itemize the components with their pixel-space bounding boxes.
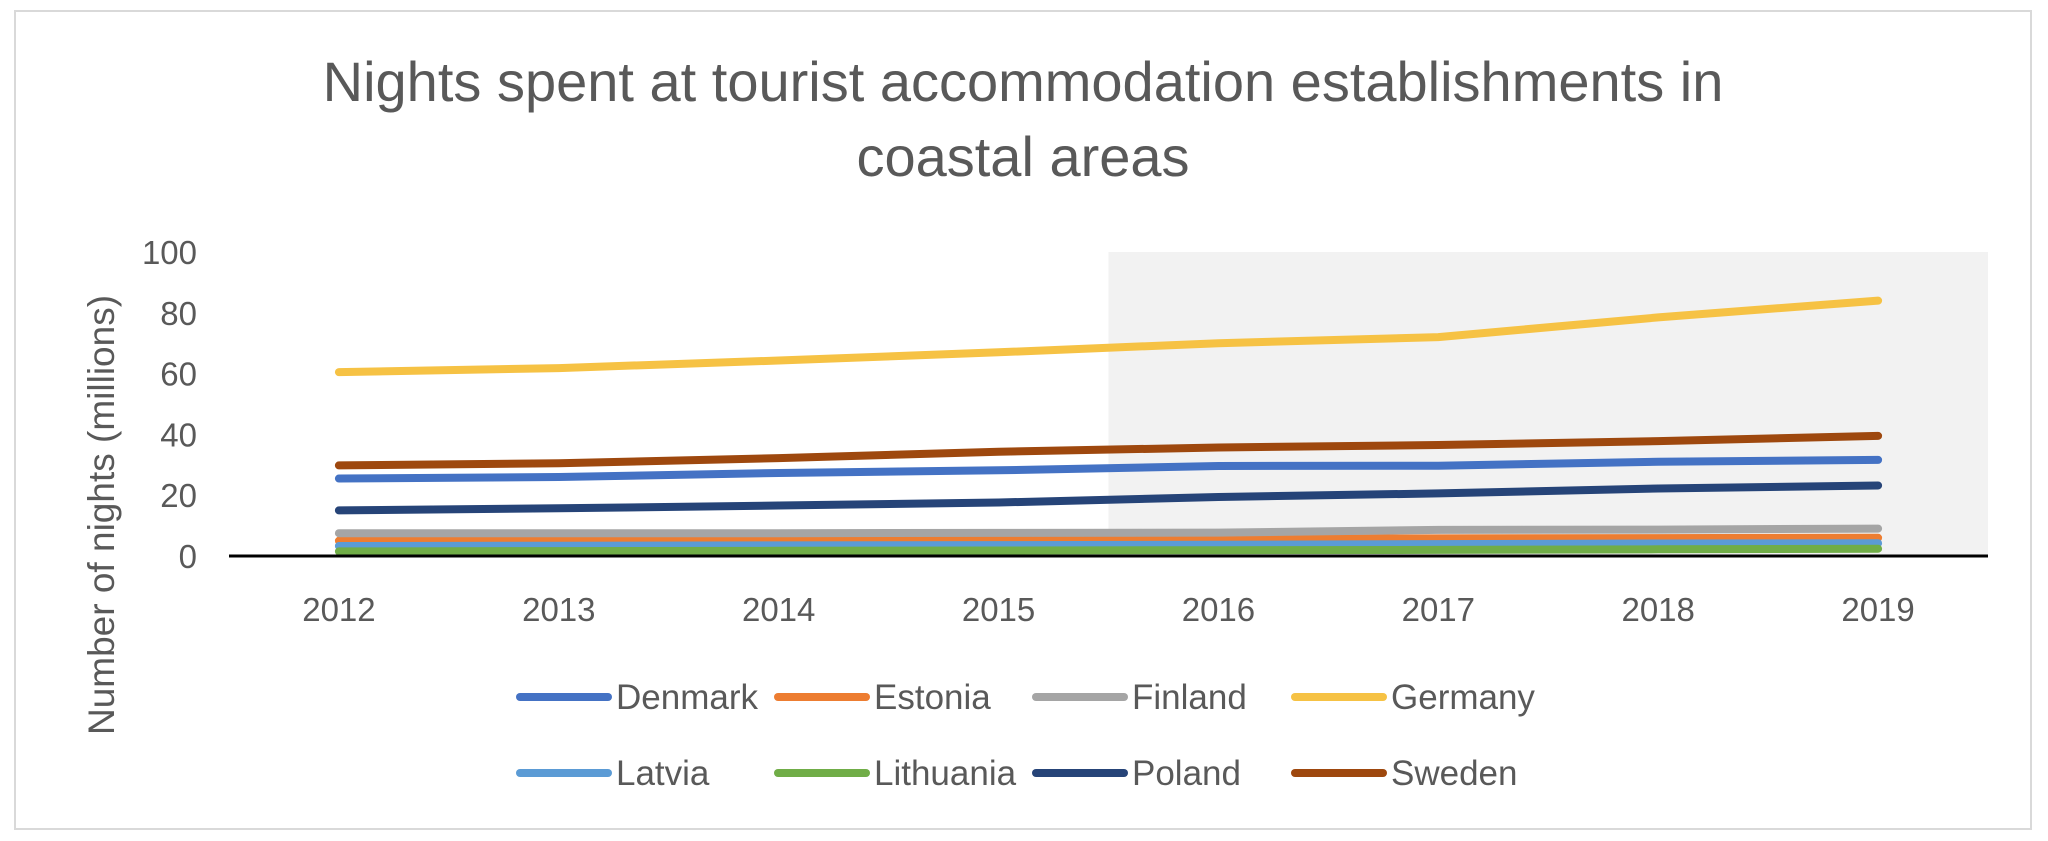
shaded-region-group: [1108, 252, 1988, 556]
series-lines: [334, 296, 1883, 556]
legend-item-denmark: Denmark: [516, 678, 758, 717]
series-line-denmark: [334, 455, 1883, 483]
series-line-latvia: [334, 539, 1883, 550]
series-line-lithuania: [334, 544, 1883, 556]
x-tick-label: 2017: [1402, 591, 1475, 628]
x-tick-label: 2012: [302, 591, 375, 628]
y-axis-ticks: 0 20 40 60 80 100: [142, 234, 197, 575]
legend-label: Finland: [1132, 678, 1247, 717]
series-line-germany: [334, 296, 1883, 377]
series-line-estonia: [334, 533, 1883, 545]
legend-label: Sweden: [1391, 754, 1517, 793]
series-line-finland: [334, 524, 1883, 538]
chart-title-line-2: coastal areas: [856, 125, 1189, 188]
y-tick-label: 80: [160, 295, 197, 332]
x-tick-label: 2019: [1841, 591, 1914, 628]
x-tick-label: 2016: [1182, 591, 1255, 628]
y-axis-label: Number of nights (millions): [81, 295, 122, 735]
y-tick-label: 100: [142, 234, 197, 271]
legend-label: Latvia: [616, 754, 710, 793]
series-line-poland: [334, 481, 1883, 515]
x-axis-ticks: 2012 2013 2014 2015 2016 2017 2018 2019: [302, 591, 1915, 628]
legend-label: Germany: [1391, 678, 1535, 717]
legend-item-estonia: Estonia: [774, 678, 991, 717]
legend-label: Poland: [1132, 754, 1241, 793]
x-tick-label: 2018: [1621, 591, 1694, 628]
legend-item-sweden: Sweden: [1291, 754, 1517, 793]
y-tick-label: 40: [160, 416, 197, 453]
legend-item-germany: Germany: [1291, 678, 1535, 717]
chart-title: Nights spent at tourist accommodation es…: [323, 50, 1724, 188]
legend-label: Lithuania: [874, 754, 1017, 793]
legend-label: Denmark: [616, 678, 758, 717]
legend-item-finland: Finland: [1032, 678, 1247, 717]
x-tick-label: 2015: [962, 591, 1035, 628]
legend-item-lithuania: Lithuania: [774, 754, 1017, 793]
legend-label: Estonia: [874, 678, 991, 717]
chart-title-line-1: Nights spent at tourist accommodation es…: [323, 50, 1724, 113]
legend-item-latvia: Latvia: [516, 754, 710, 793]
x-tick-label: 2014: [742, 591, 815, 628]
shaded-forecast-region: [1108, 252, 1988, 556]
y-tick-label: 0: [179, 538, 197, 575]
x-tick-label: 2013: [522, 591, 595, 628]
legend-item-poland: Poland: [1032, 754, 1241, 793]
legend: Denmark Estonia Finland Germany Latvia Lithua…: [516, 678, 1535, 793]
y-tick-label: 60: [160, 356, 197, 393]
y-tick-label: 20: [160, 477, 197, 514]
series-line-sweden: [334, 431, 1883, 470]
